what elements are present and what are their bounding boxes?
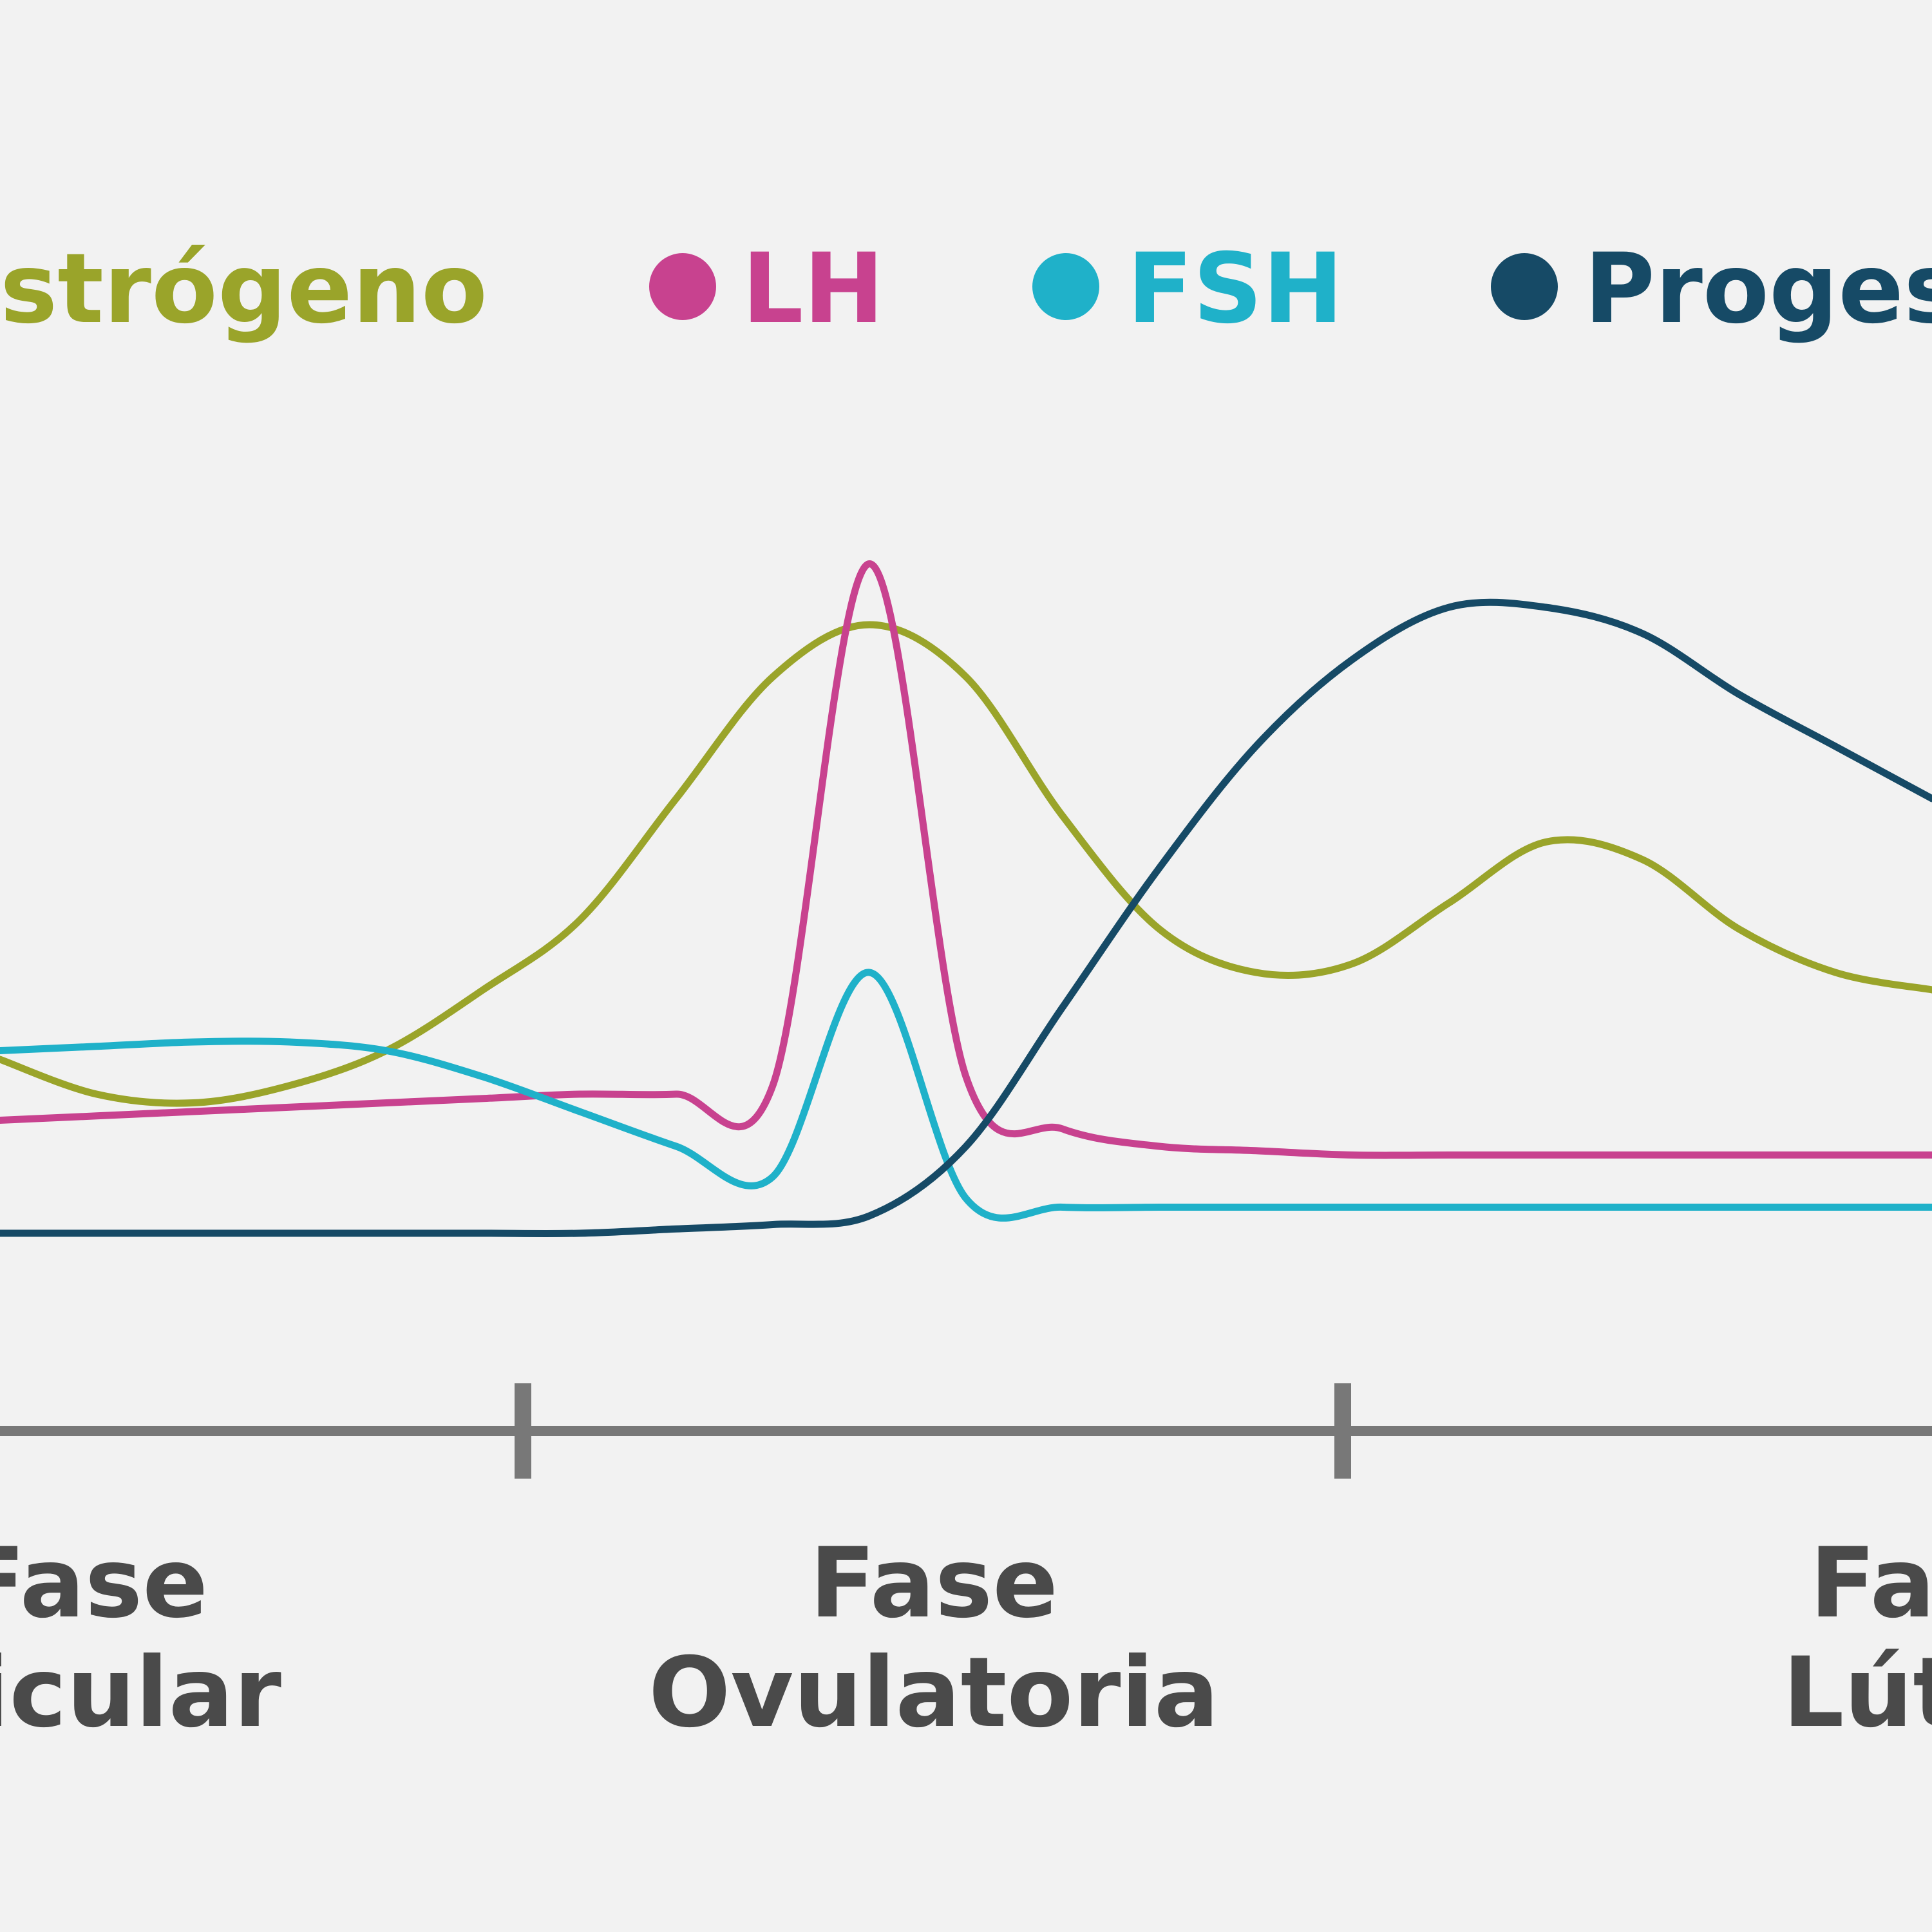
legend-dot-fsh (1032, 253, 1099, 320)
legend-label-progesterona: Proges (1584, 233, 1932, 345)
legend-label-lh: LH (742, 233, 884, 345)
phase-axis (0, 1383, 1932, 1479)
legend-item-fsh: FSH (1032, 233, 1343, 345)
legend-dot-progesterona (1491, 253, 1558, 320)
series-line-fsh (0, 969, 1932, 1222)
phase-label-folicular-line1: Fase (0, 1528, 208, 1640)
legend-item-estrogeno: strógeno (0, 233, 488, 345)
legend-item-lh: LH (649, 233, 884, 345)
legend-label-estrogeno: strógeno (0, 233, 488, 345)
series-line-progesterona (0, 598, 1932, 1237)
phase-label-lutea-line1: Fa (1810, 1528, 1932, 1640)
phase-label-ovulatoria-line1: Fase (810, 1528, 1058, 1640)
legend-dot-lh (649, 253, 716, 320)
legend: strógeno LH FSH Proges (0, 233, 1932, 345)
phase-label-lutea-line2: Lút (1783, 1637, 1932, 1749)
phase-label-folicular-line2: icular (0, 1637, 281, 1749)
series-line-lh (0, 560, 1932, 1159)
series-lines (0, 560, 1932, 1237)
phase-label-ovulatoria-line2: Ovulatoria (649, 1637, 1219, 1749)
legend-label-fsh: FSH (1127, 233, 1343, 345)
series-line-estrogeno (0, 621, 1932, 1107)
phase-labels: Fase icular Fase Ovulatoria Fa Lút (0, 1528, 1932, 1749)
legend-item-progesterona: Proges (1491, 233, 1932, 345)
